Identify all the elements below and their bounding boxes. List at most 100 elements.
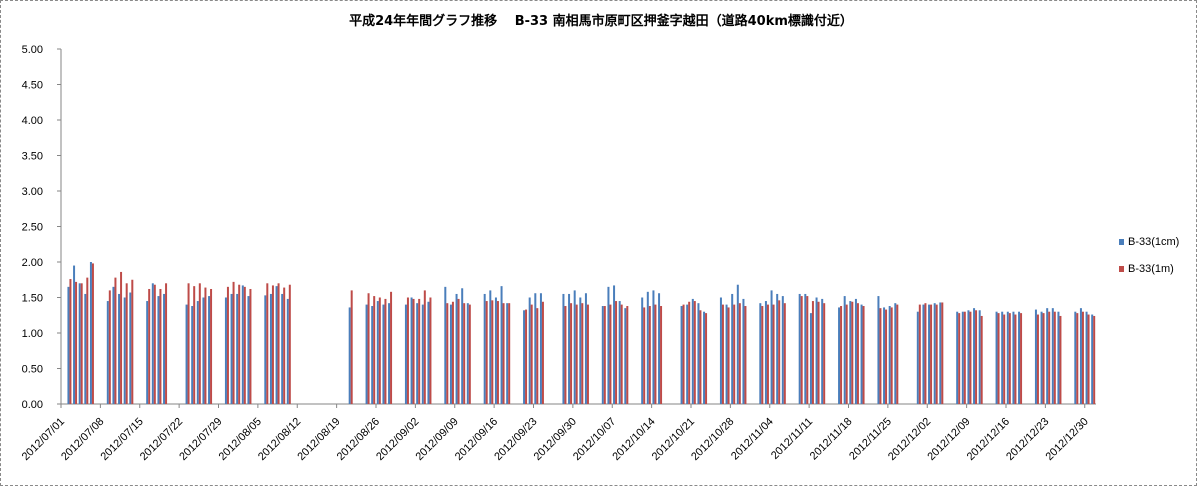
bar-b33-1cm: [73, 265, 76, 404]
legend-swatch: [1119, 239, 1124, 245]
bar-b33-1cm: [978, 310, 981, 404]
bar-b33-1cm: [89, 262, 92, 404]
bar-b33-1cm: [933, 303, 936, 404]
bar-b33-1cm: [736, 284, 739, 404]
bar-b33-1m: [406, 297, 409, 404]
y-tick-label: 3.00: [22, 186, 43, 198]
bar-b33-1cm: [1091, 314, 1094, 404]
bar-b33-1cm: [877, 296, 880, 404]
bar-b33-1m: [525, 309, 528, 404]
bar-b33-1cm: [523, 310, 526, 404]
bar-b33-1m: [204, 287, 207, 404]
bar-b33-1m: [660, 306, 663, 404]
bar-b33-1cm: [697, 303, 700, 404]
bar-b33-1m: [840, 306, 843, 404]
bar-b33-1m: [159, 288, 162, 404]
bar-b33-1m: [429, 297, 432, 404]
bar-b33-1cm: [646, 291, 649, 404]
bar-b33-1cm: [607, 286, 610, 404]
bar-b33-1cm: [151, 283, 154, 404]
bar-b33-1m: [975, 310, 978, 404]
y-tick-label: 3.50: [22, 151, 43, 163]
bar-b33-1m: [648, 306, 651, 404]
x-tick-label: 2012/11/04: [729, 416, 776, 463]
bar-b33-1m: [885, 309, 888, 404]
x-tick-label: 2012/10/28: [689, 416, 736, 463]
bar-b33-1m: [699, 310, 702, 404]
bar-b33-1m: [570, 303, 573, 404]
bar-b33-1m: [924, 303, 927, 404]
bar-b33-1m: [277, 283, 280, 404]
bar-b33-1m: [1008, 313, 1011, 404]
bar-b33-1m: [727, 307, 730, 404]
bar-b33-1cm: [961, 311, 964, 404]
bar-b33-1cm: [236, 293, 239, 404]
bar-b33-1m: [1014, 314, 1017, 404]
bar-b33-1cm: [388, 303, 391, 404]
bar-b33-1cm: [613, 285, 616, 404]
bar-b33-1m: [744, 306, 747, 404]
bar-b33-1cm: [1006, 311, 1009, 404]
bar-b33-1cm: [764, 301, 767, 404]
y-axis-ticks: 0.00 0.50 1.00 1.50 2.00 2.50 3.00 3.50 4.00 4.50…: [22, 44, 61, 411]
bar-b33-1m: [693, 301, 696, 404]
bar-b33-1cm: [191, 306, 194, 404]
y-tick-label: 2.00: [22, 257, 43, 269]
bar-b33-1m: [941, 302, 944, 404]
bar-b33-1cm: [157, 296, 160, 404]
bar-b33-1cm: [1012, 311, 1015, 404]
bar-b33-1m: [1003, 314, 1006, 404]
bar-b33-1cm: [641, 297, 644, 404]
bar-b33-1m: [806, 296, 809, 404]
bar-b33-1m: [783, 303, 786, 404]
bar-b33-1cm: [129, 292, 132, 404]
bar-b33-1m: [581, 303, 584, 404]
bar-b33-1m: [1076, 313, 1079, 404]
bar-b33-1cm: [466, 303, 469, 404]
bar-b33-1cm: [922, 304, 925, 404]
bar-b33-1m: [491, 300, 494, 404]
bar-b33-1m: [896, 304, 899, 404]
bar-b33-1m: [384, 298, 387, 404]
bar-b33-1m: [890, 307, 893, 404]
bar-b33-1cm: [618, 301, 621, 404]
bar-b33-1m: [390, 291, 393, 404]
bar-b33-1cm: [112, 286, 115, 404]
bar-b33-1cm: [534, 293, 537, 404]
y-tick-label: 4.50: [22, 80, 43, 92]
bar-b33-1m: [800, 296, 803, 404]
bar-b33-1cm: [652, 290, 655, 404]
bar-b33-1cm: [78, 283, 81, 404]
bar-b33-1m: [350, 290, 353, 404]
bar-b33-1m: [226, 286, 229, 404]
bar-b33-1cm: [449, 304, 452, 404]
bar-b33-1cm: [781, 296, 784, 404]
bar-b33-1m: [80, 283, 83, 404]
bar-b33-1cm: [455, 293, 458, 404]
bar-b33-1cm: [84, 293, 87, 404]
bar-b33-1cm: [601, 306, 604, 404]
bar-b33-1m: [457, 298, 460, 404]
bar-b33-1m: [288, 284, 291, 404]
bar-b33-1m: [930, 304, 933, 404]
bar-b33-1cm: [146, 301, 149, 404]
bar-b33-1m: [249, 288, 252, 404]
bar-b33-1cm: [579, 297, 582, 404]
bar-b33-1cm: [528, 297, 531, 404]
bar-b33-1cm: [444, 286, 447, 404]
bar-b33-1m: [643, 307, 646, 404]
bar-b33-1cm: [208, 296, 211, 404]
bar-b33-1m: [997, 313, 1000, 404]
bar-b33-1m: [688, 301, 691, 404]
bar-b33-1cm: [680, 306, 683, 404]
y-tick-label: 0.00: [22, 399, 43, 411]
bar-b33-1cm: [849, 301, 852, 404]
bar-b33-1cm: [1057, 311, 1060, 404]
legend-label: B-33(1m): [1128, 263, 1174, 275]
bar-b33-1cm: [489, 290, 492, 404]
bar-b33-1cm: [956, 311, 959, 404]
bar-b33-1cm: [562, 293, 565, 404]
bar-b33-1cm: [742, 298, 745, 404]
bar-b33-1cm: [500, 286, 503, 404]
